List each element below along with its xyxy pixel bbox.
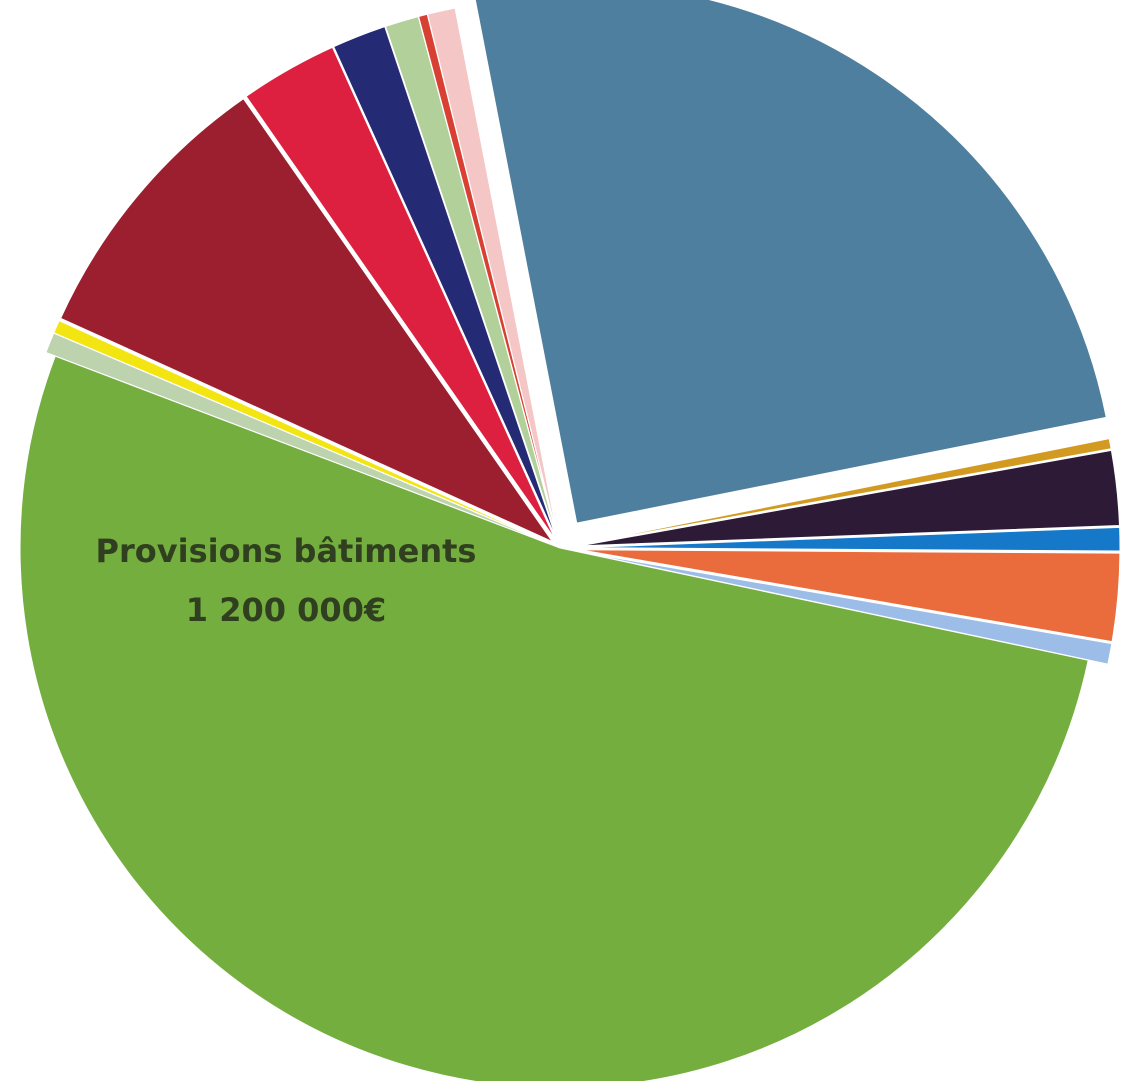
pie-slice-5: [333, 26, 557, 539]
pie-slice-9: [474, 0, 1107, 524]
pie-slices: [19, 0, 1121, 1081]
pie-slice-11: [579, 449, 1121, 547]
pie-slice-4: [245, 46, 556, 540]
pie-slice-12: [579, 526, 1121, 552]
pie-labels: Provisions bâtiments 1 200 000€: [96, 532, 477, 629]
pie-slice-0: [19, 355, 1089, 1081]
pie-slice-8: [426, 7, 559, 539]
pie-slice-2: [53, 319, 552, 545]
pie-slice-13: [579, 549, 1121, 643]
pie-slice-14: [579, 551, 1113, 665]
slice-value-provisions-batiments: 1 200 000€: [186, 591, 386, 629]
slice-label-provisions-batiments: Provisions bâtiments: [96, 532, 477, 570]
pie-slice-10: [579, 437, 1112, 545]
pie-slice-3: [59, 97, 554, 543]
